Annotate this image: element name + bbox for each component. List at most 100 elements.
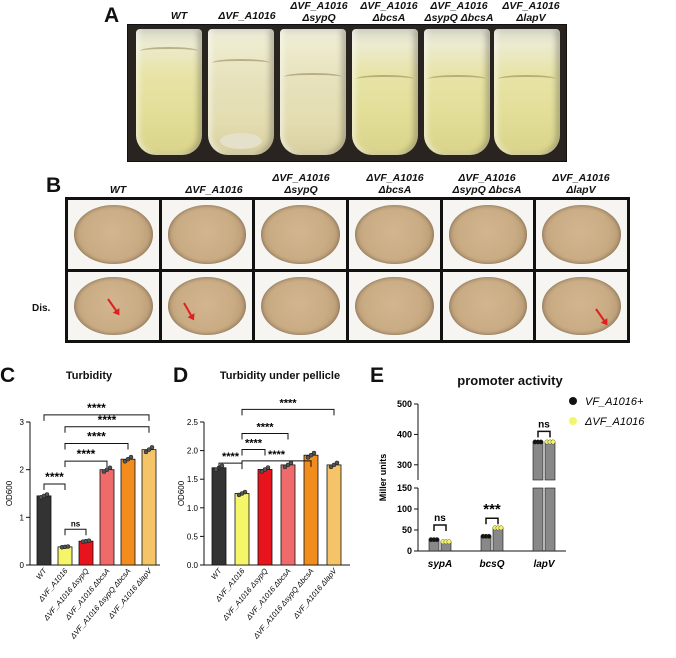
x-tick-label-sypA: sypA	[428, 559, 452, 570]
sig-e-1-label: ns	[434, 513, 446, 524]
tube-sypq	[280, 29, 346, 155]
data-point	[143, 449, 149, 455]
sig-e-3-label: ns	[538, 419, 550, 430]
petri-dish	[542, 205, 621, 264]
sig-e-1	[433, 524, 447, 531]
x-tick-label: WT	[209, 565, 224, 581]
petri-dish	[261, 276, 340, 335]
chart-e-title: promoter activity	[457, 373, 563, 388]
bar-5	[303, 454, 319, 566]
sig-c-1	[43, 483, 66, 490]
strain-label-a-2: ΔVF_A1016	[218, 10, 276, 22]
data-point	[125, 456, 131, 462]
strain-label-a-6: ΔVF_A1016 ΔlapV	[502, 0, 560, 24]
dis-label: Dis.	[32, 303, 51, 314]
strain-label-a-3: ΔVF_A1016 ΔsypQ	[290, 0, 348, 24]
y-tick-label: 1.5	[187, 475, 199, 484]
sig-c-2-label: ns	[71, 519, 81, 528]
sig-c-1-label: ****	[45, 470, 64, 484]
y-axis-label: Miller units	[378, 454, 388, 502]
legend-label-1: VF_A1016+	[585, 396, 644, 408]
plate-photo-grid	[65, 197, 630, 343]
bar-4	[99, 469, 115, 566]
y-tick-label: 2.0	[187, 447, 199, 456]
bar-5	[120, 458, 136, 566]
sig-d-4-label: ****	[268, 449, 286, 461]
plate-well-r1-c4	[349, 200, 440, 269]
y-tick-label: 2.5	[187, 418, 199, 427]
sig-c-6	[43, 414, 150, 421]
y-tick-label: 100	[397, 504, 412, 514]
sig-d-5	[241, 408, 335, 416]
y-axis-label: OD600	[177, 480, 186, 506]
petri-dish	[355, 276, 434, 335]
data-point	[149, 445, 155, 450]
petri-dish	[448, 276, 528, 335]
data-point	[128, 454, 134, 460]
bar-bcsQ-2	[492, 527, 504, 552]
data-point	[86, 538, 92, 543]
y-tick-label: 0	[20, 561, 25, 570]
y-tick-label: 150	[397, 483, 412, 493]
panel-letter-e: E	[370, 364, 385, 387]
data-point	[146, 447, 152, 452]
data-point	[334, 460, 340, 466]
sig-d-2	[241, 448, 266, 456]
strain-label-b-2: ΔVF_A1016	[185, 184, 243, 196]
sig-d-2-label: ****	[245, 437, 263, 449]
plate-well-r2-c4	[349, 271, 440, 340]
data-point	[434, 537, 440, 543]
bar-2	[234, 493, 250, 566]
bar-4	[280, 464, 296, 566]
plate-well-r2-c5	[442, 271, 534, 340]
strain-label-a-4: ΔVF_A1016 ΔbcsA	[360, 0, 418, 24]
data-point	[288, 460, 294, 466]
petri-dish	[448, 205, 528, 264]
data-point	[265, 465, 271, 470]
bar-6	[326, 464, 342, 566]
y-tick-label: 2	[20, 466, 25, 475]
plate-well-r2-c1	[68, 271, 159, 340]
tube-lapv	[494, 29, 560, 155]
strain-label-a-5: ΔVF_A1016 ΔsypQ ΔbcsA	[424, 0, 494, 24]
bar-lapV-1-lower	[532, 487, 544, 552]
y-tick-label: 1	[20, 513, 25, 522]
chart-d: 0.00.51.01.52.02.5OD600WTΔVF_A1016ΔVF_A1…	[177, 397, 350, 641]
sig-c-6-label: ****	[87, 401, 106, 415]
bar-lapV-2-lower	[544, 487, 556, 552]
petri-dish	[167, 205, 247, 264]
tube-bcsa	[352, 29, 418, 155]
data-point	[550, 439, 556, 445]
bar-6	[141, 449, 157, 566]
plate-well-r1-c1	[68, 200, 159, 269]
sig-e-3	[537, 430, 551, 438]
bar-1	[36, 495, 52, 566]
sig-c-3	[64, 460, 108, 468]
tube-sypq-bcsa	[424, 29, 490, 155]
data-point	[122, 459, 128, 464]
plate-well-r2-c3	[255, 271, 346, 340]
y-tick-label: 0.0	[187, 561, 199, 570]
tube-photo	[127, 24, 567, 162]
data-point	[305, 455, 311, 460]
sig-e-2	[485, 517, 499, 525]
panel-letter-a: A	[104, 4, 120, 27]
petri-dish	[167, 276, 247, 335]
sig-e-2-label: ***	[483, 501, 501, 518]
legend-marker-2	[569, 417, 577, 425]
strain-label-b-3: ΔVF_A1016 ΔsypQ	[272, 172, 330, 196]
plate-well-r1-c5	[442, 200, 534, 269]
y-tick-label: 0.5	[187, 532, 199, 541]
data-point	[44, 492, 50, 497]
data-point	[308, 452, 314, 458]
strain-label-b-1: WT	[109, 184, 127, 196]
data-point	[311, 450, 317, 456]
sig-c-5	[64, 426, 150, 433]
x-tick-label: ΔVF_A1016 ΔlapV	[291, 566, 339, 621]
sig-c-4-label: ****	[87, 429, 106, 443]
sig-d-3	[241, 432, 289, 440]
sig-c-2	[64, 528, 87, 536]
strain-label-b-6: ΔVF_A1016 ΔlapV	[552, 172, 610, 196]
strain-label-b-5: ΔVF_A1016 ΔsypQ ΔbcsA	[452, 172, 522, 196]
y-tick-label: 50	[402, 525, 412, 535]
